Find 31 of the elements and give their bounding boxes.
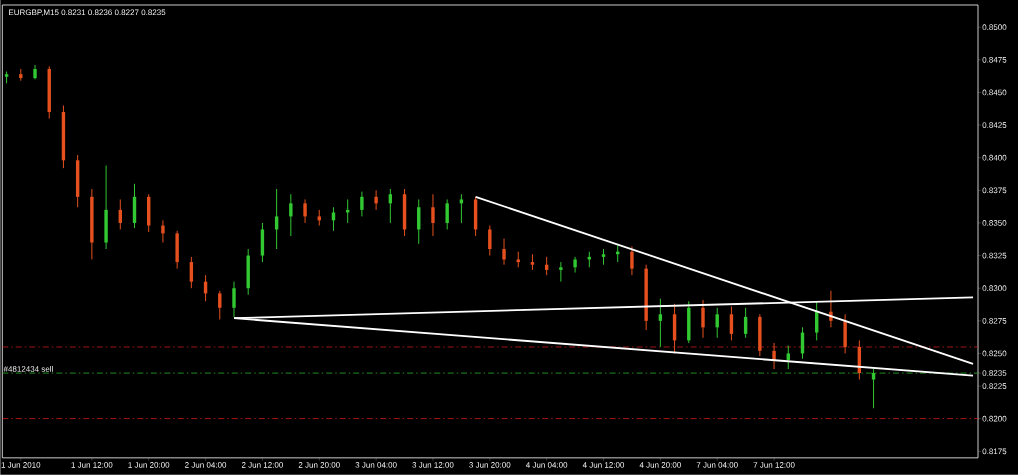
x-tick-label: 3 Jun 04:00 [355,462,397,468]
chart-title: EURGBP,M15 0.8231 0.8236 0.8227 0.8235 [9,9,166,17]
y-tick-label: 0.8250 [982,350,1007,357]
y-tick-label: 0.8350 [982,220,1007,226]
x-tick-label: 4 Jun 04:00 [525,462,568,468]
x-tick-label: 2 Jun 12:00 [241,462,283,468]
y-tick-label: 0.8500 [982,24,1007,31]
y-tick-label: 0.8200 [982,415,1007,422]
y-tick-label: 0.8275 [982,318,1007,324]
y-tick-label: 0.8400 [982,154,1007,161]
y-tick-label: 0.8425 [982,122,1007,128]
x-tick-label: 7 Jun 04:00 [696,462,738,468]
y-tick-label: 0.8300 [982,285,1007,292]
y-tick-label: 0.8475 [982,57,1007,63]
x-tick-label: 1 Jun 2010 [1,462,41,468]
x-tick-label: 4 Jun 20:00 [639,462,681,468]
y-tick-label: 0.8375 [982,187,1007,194]
x-tick-label: 3 Jun 20:00 [469,462,511,468]
x-tick-label: 2 Jun 20:00 [298,462,340,468]
y-tick-label: 0.8325 [982,252,1007,259]
ref-line-label: #4812434 sell [3,366,53,372]
x-tick-label: 7 Jun 12:00 [753,462,795,468]
y-tick-label: 0.8225 [982,383,1007,389]
x-tick-label: 4 Jun 12:00 [582,462,625,468]
x-tick-label: 1 Jun 20:00 [128,462,170,468]
y-tick-label: 0.8175 [982,448,1007,455]
x-tick-label: 1 Jun 12:00 [71,462,113,468]
y-tick-label: 0.8450 [982,89,1007,96]
x-tick-label: 2 Jun 04:00 [185,462,227,468]
y-tick-label: 0.8235 [982,370,1007,376]
x-tick-label: 3 Jun 12:00 [412,462,454,468]
